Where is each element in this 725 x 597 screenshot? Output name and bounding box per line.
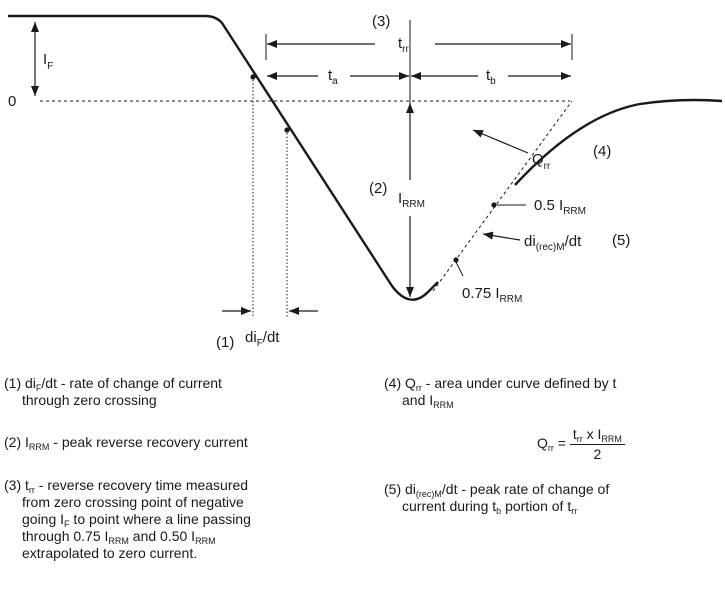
legend-left-column: (1) diF/dt - rate of change of current t…	[4, 375, 364, 562]
if-label: IF	[43, 51, 53, 72]
num-1-label: (1)	[216, 334, 234, 350]
legend-item-2: (2) IRRM - peak reverse recovery current	[4, 434, 248, 452]
slope-label: di(rec)M/dt	[524, 233, 582, 253]
legend-item-3: (3) trr - reverse recovery time measured…	[4, 477, 251, 561]
point-0-75-leader	[455, 261, 464, 277]
num-3-label: (3)	[372, 13, 390, 30]
three-quarter-irrm-label: 0.75 IRRM	[462, 285, 522, 305]
dif-point-upper	[250, 74, 256, 80]
ta-label: ta	[328, 67, 338, 87]
dif-dt-label: diF/dt	[245, 329, 280, 349]
irrm-label: IRRM	[398, 190, 425, 210]
legend-item-4: (4) Qrr - area under curve defined by t …	[384, 375, 617, 410]
dif-point-lower	[284, 127, 290, 133]
qrr-arrow	[472, 129, 529, 154]
legend-right-column: (4) Qrr - area under curve defined by t …	[384, 375, 725, 516]
num-5-label: (5)	[612, 232, 630, 249]
extrapolation-line	[432, 100, 573, 292]
slope-arrow	[482, 231, 521, 241]
tb-label: tb	[486, 67, 496, 87]
legend-item-5: (5) di(rec)M/dt - peak rate of change of…	[384, 481, 610, 516]
current-waveform	[8, 14, 439, 301]
half-irrm-label: 0.5 IRRM	[534, 197, 586, 217]
num-2-label: (2)	[369, 180, 387, 197]
trr-label: trr	[398, 35, 410, 55]
point-0-75-irrm	[453, 257, 459, 263]
zero-label: 0	[8, 93, 16, 110]
qrr-label: Qrr	[532, 151, 551, 172]
reverse-recovery-diagram: IF 0 (3) trr ta tb (2) IRRM Qrr (4) 0.5 …	[8, 13, 723, 350]
num-4-label: (4)	[593, 143, 611, 160]
qrr-formula: Qrr = trr x IRRM 2	[384, 426, 725, 463]
formula-fraction: trr x IRRM 2	[569, 426, 625, 463]
point-0-5-irrm	[491, 202, 497, 208]
recovery-curve	[514, 98, 723, 186]
legend-item-1: (1) diF/dt - rate of change of current t…	[4, 375, 222, 408]
